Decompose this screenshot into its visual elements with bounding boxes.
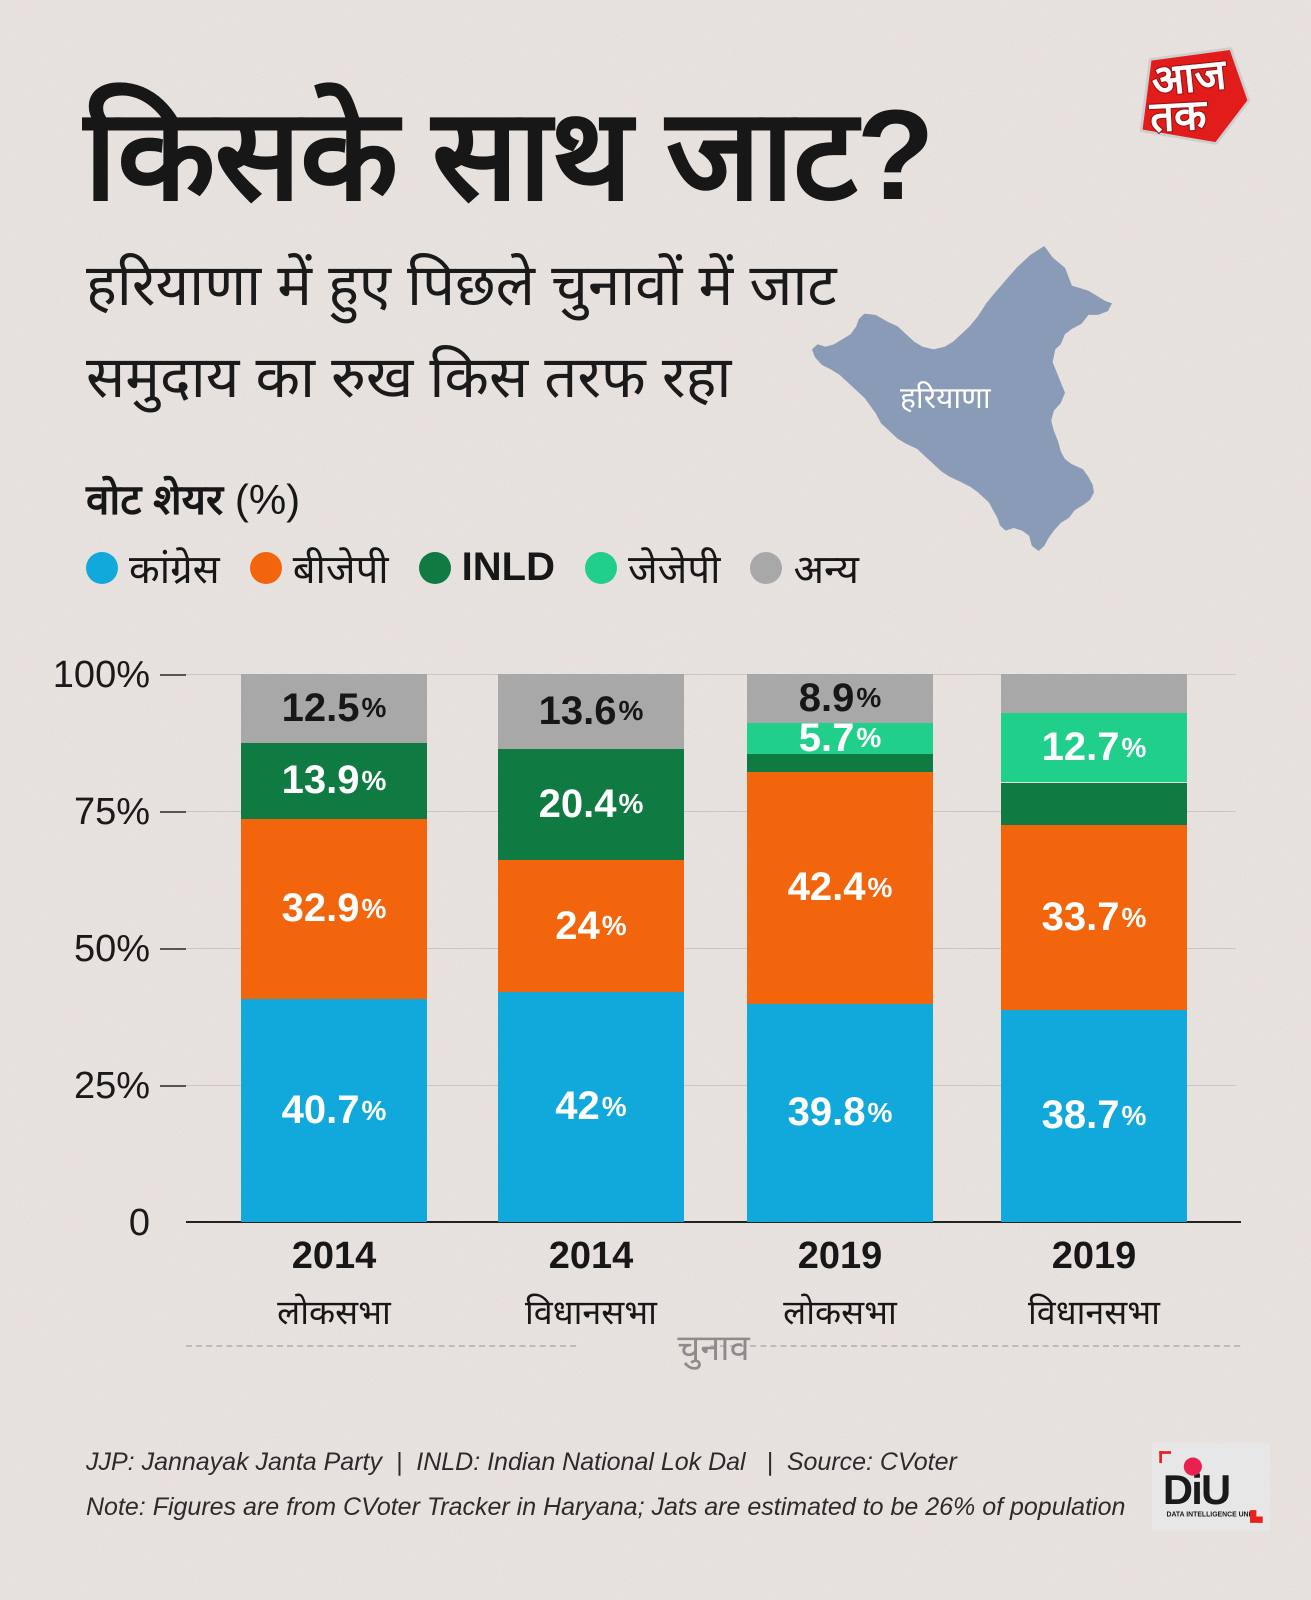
svg-text:DATA INTELLIGENCE UNIT: DATA INTELLIGENCE UNIT (1167, 1512, 1256, 1519)
